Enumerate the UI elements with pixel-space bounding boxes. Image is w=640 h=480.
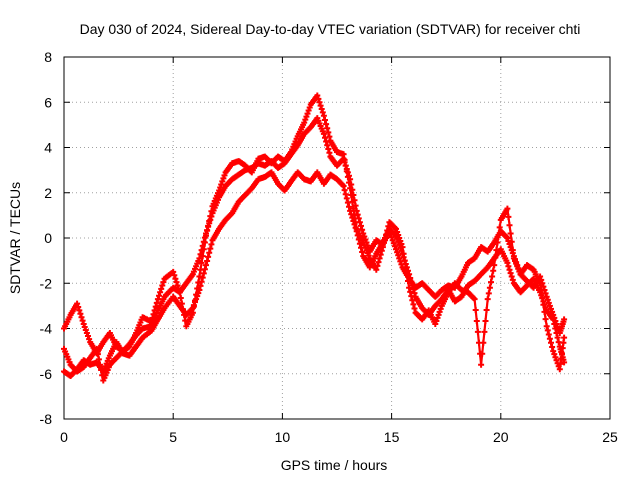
y-tick-label: 8 [44, 49, 52, 65]
y-tick-label: 6 [44, 94, 52, 110]
series-track-3 [61, 92, 568, 384]
chart-title: Day 030 of 2024, Sidereal Day-to-day VTE… [80, 21, 581, 37]
grid-layer [64, 57, 610, 419]
x-tick-label: 0 [60, 429, 68, 445]
series-line [62, 171, 566, 378]
x-tick-label: 25 [602, 429, 618, 445]
x-tick-label: 20 [493, 429, 509, 445]
y-tick-label: -4 [40, 321, 53, 337]
y-tick-label: 0 [44, 230, 52, 246]
plus-markers [61, 115, 568, 357]
series-track-2 [61, 169, 568, 379]
x-tick-label: 10 [275, 429, 291, 445]
x-tick-label: 5 [169, 429, 177, 445]
tick-layer: 0 5 10 15 20 25 -8 -6 -4 -2 0 2 4 6 8 [40, 49, 618, 445]
y-tick-label: 4 [44, 140, 52, 156]
series-layer [61, 92, 568, 384]
y-tick-label: -8 [40, 411, 53, 427]
series-track-1 [61, 115, 568, 357]
y-axis-label: SDTVAR / TECUs [7, 182, 23, 294]
series-line [62, 94, 566, 382]
y-tick-label: -2 [40, 275, 53, 291]
y-tick-label: -6 [40, 366, 53, 382]
x-tick-label: 15 [384, 429, 400, 445]
series-line [62, 116, 566, 355]
x-axis-label: GPS time / hours [281, 457, 388, 473]
y-tick-label: 2 [44, 185, 52, 201]
